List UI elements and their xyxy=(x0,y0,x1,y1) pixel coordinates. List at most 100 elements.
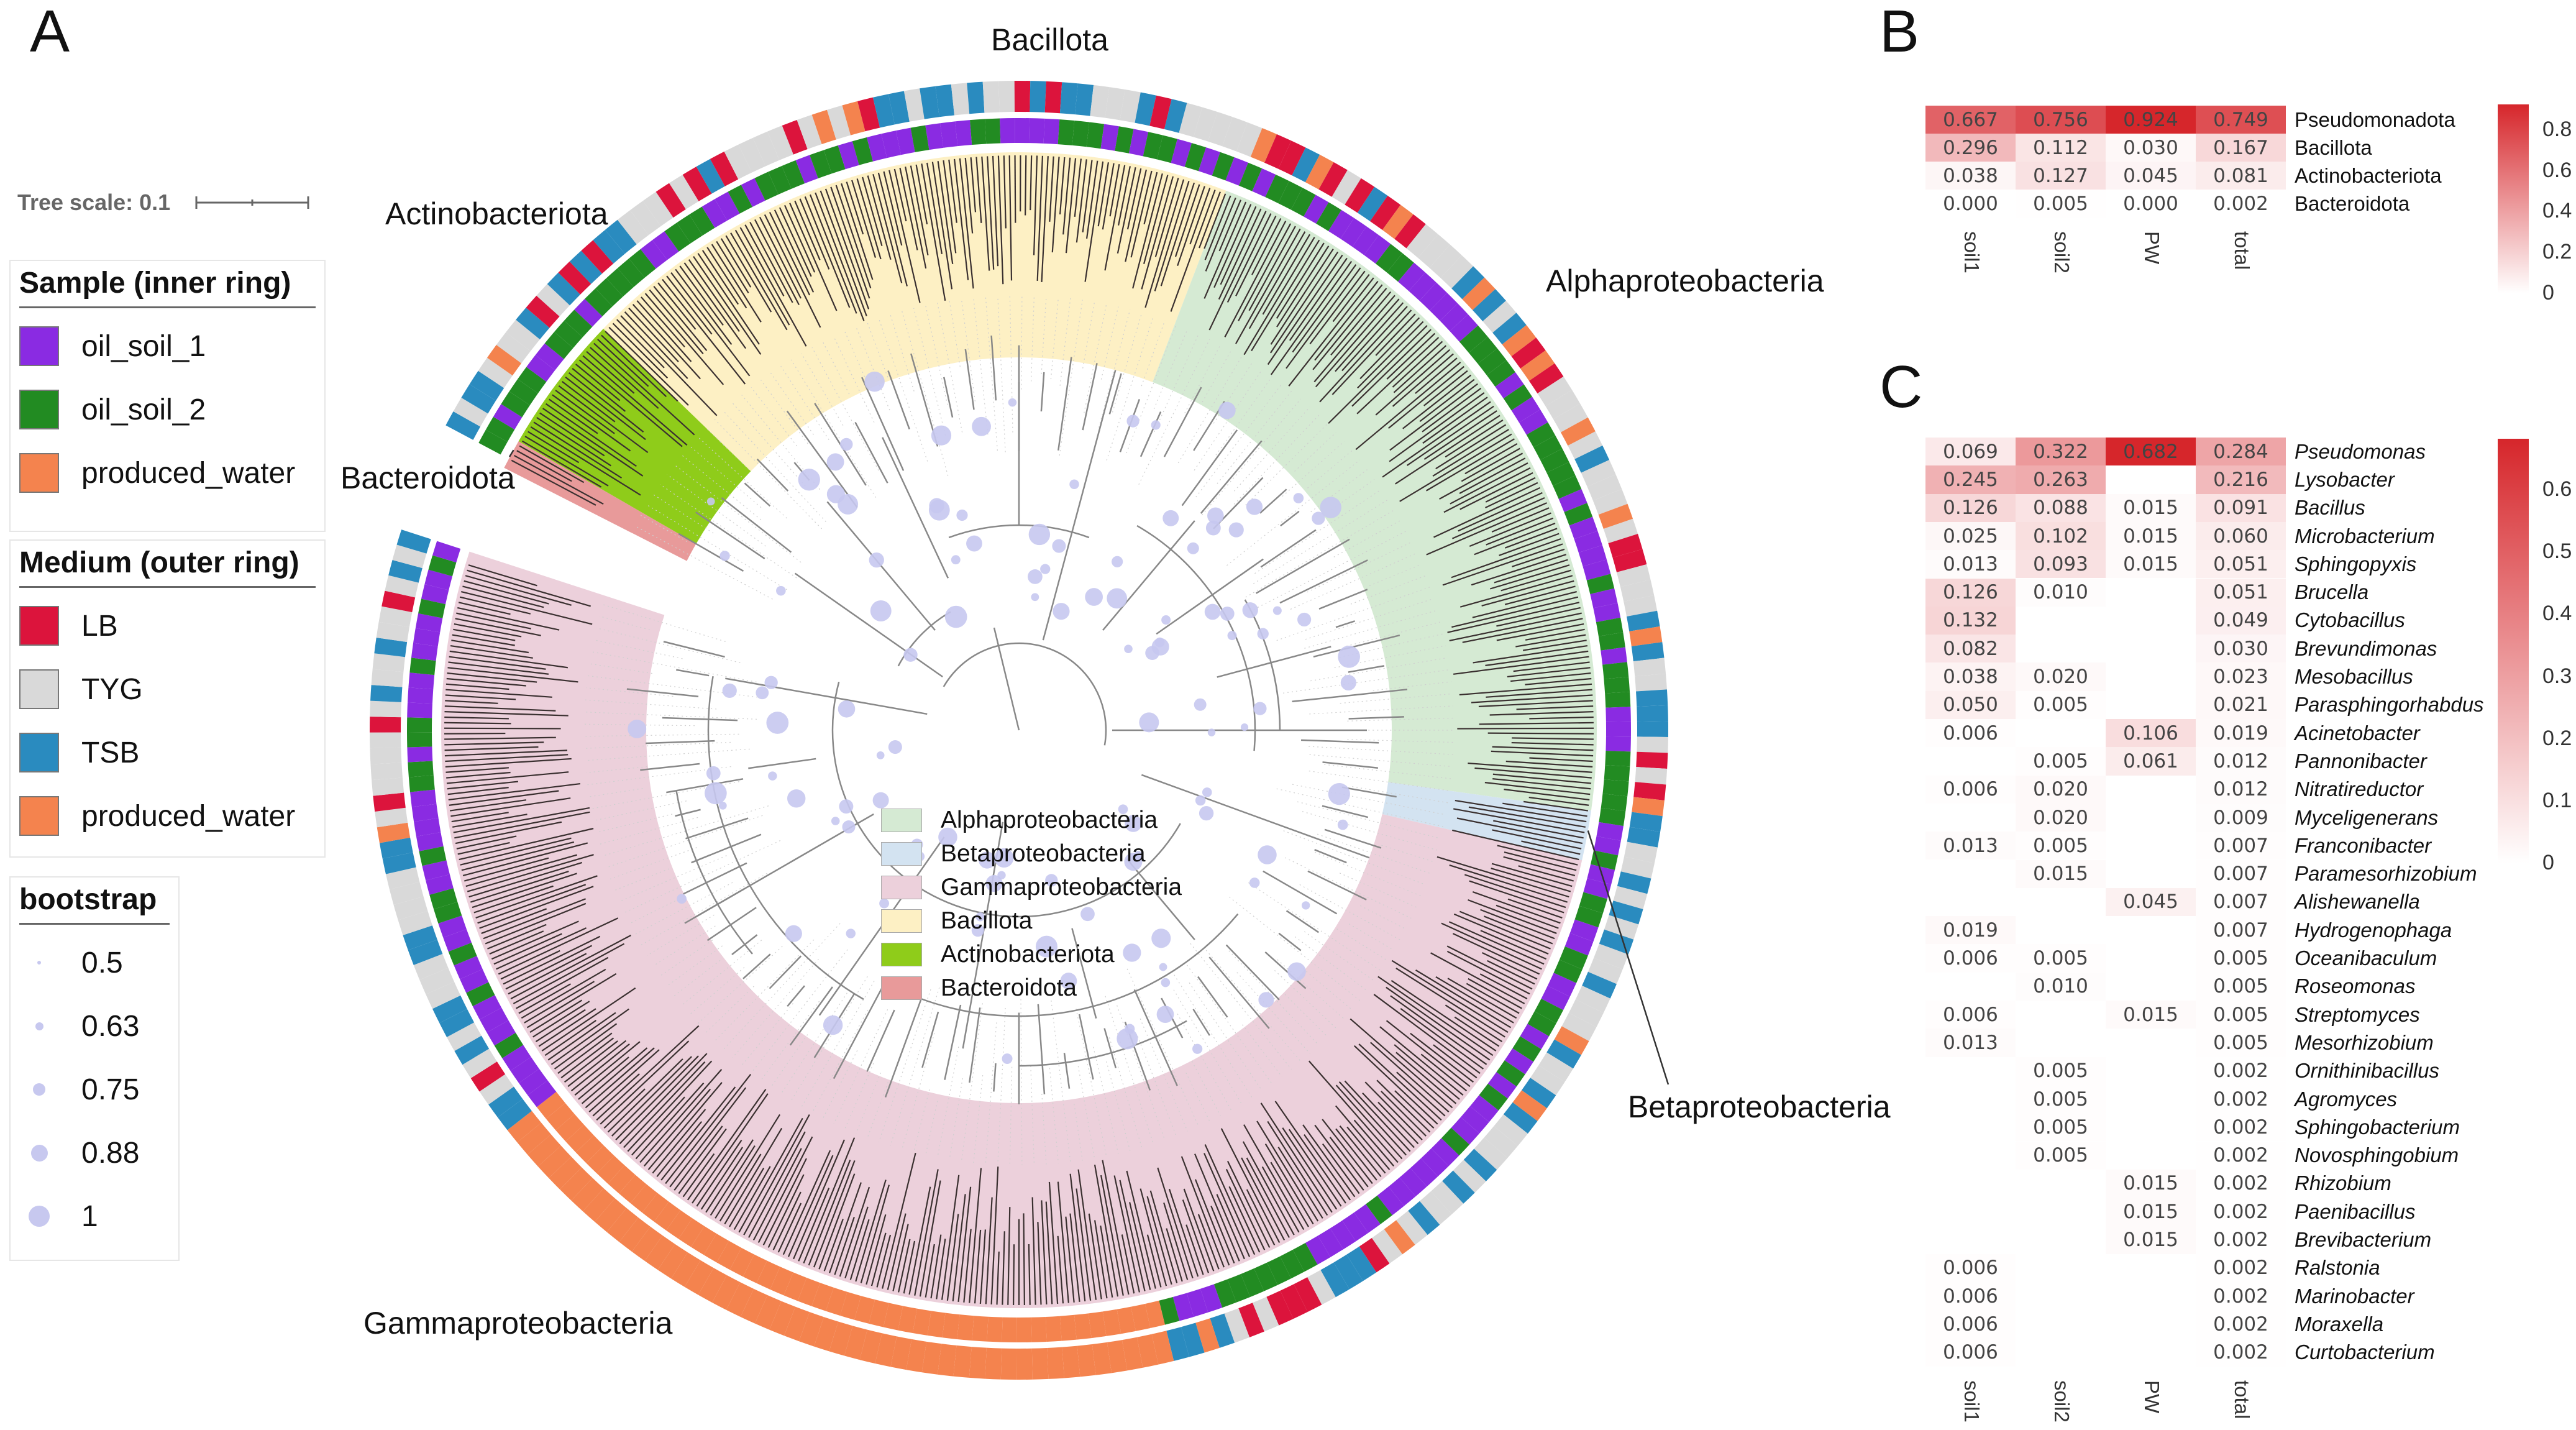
tip-label xyxy=(524,981,595,1024)
heatmap-cell xyxy=(1925,747,2016,775)
heatmap-cell: 0.006 xyxy=(1925,719,2016,748)
tip-label xyxy=(1433,487,1541,538)
heatmap-cell: 0.002 xyxy=(2196,1254,2286,1282)
medium-ring-segment xyxy=(496,332,531,364)
bootstrap-marker xyxy=(1162,510,1179,526)
medium-ring-segment xyxy=(372,777,404,796)
tip-label xyxy=(1388,365,1465,429)
tip-label xyxy=(787,1155,834,1257)
tip-label xyxy=(574,1041,641,1096)
leader-line xyxy=(1137,1036,1177,1136)
tip-label xyxy=(456,835,517,850)
tip-label xyxy=(1224,221,1287,337)
tip-label xyxy=(687,1089,767,1201)
sample-ring-segment xyxy=(1451,1117,1480,1145)
sample-ring-segment xyxy=(912,1308,931,1336)
bootstrap-marker xyxy=(966,535,982,552)
heatmap-cell: 0.091 xyxy=(2196,493,2286,522)
heatmap-cell: 0.061 xyxy=(2106,747,2196,776)
sample-ring-segment xyxy=(1593,603,1621,623)
leader-line xyxy=(741,1003,793,1066)
sample-ring-segment xyxy=(1316,202,1342,231)
tip-label xyxy=(1510,672,1591,682)
leader-line xyxy=(714,939,815,1042)
tip-label xyxy=(1282,1127,1338,1210)
sample-ring-segment xyxy=(595,278,623,306)
tip-label xyxy=(1459,472,1533,510)
heatmap-cell xyxy=(2106,691,2196,719)
tip-label xyxy=(505,945,593,990)
heatmap-row-label: Bacteroidota xyxy=(2295,191,2410,215)
tip-label xyxy=(914,1169,939,1296)
tip-label xyxy=(997,155,1004,285)
sample-ring-segment xyxy=(1129,129,1149,157)
tip-label xyxy=(818,1173,856,1270)
heatmap-cell xyxy=(1925,1198,2016,1226)
tip-label xyxy=(1023,1213,1025,1305)
tip-label xyxy=(943,160,957,254)
tip-label xyxy=(813,1160,856,1268)
heatmap-row-label: Pseudomonas xyxy=(2295,439,2426,463)
leader-line xyxy=(1294,432,1336,472)
bootstrap-marker xyxy=(870,600,892,621)
tip-label xyxy=(447,667,578,683)
sample-ring-segment xyxy=(881,131,901,158)
medium-ring-segment xyxy=(1292,147,1320,183)
bootstrap-dot xyxy=(37,961,41,965)
sample-ring-segment xyxy=(479,1007,509,1033)
colorbar-tick: 0.2 xyxy=(2542,726,2572,750)
tip-label xyxy=(804,196,851,308)
bootstrap-marker xyxy=(1328,783,1350,805)
tip-label xyxy=(1288,277,1374,387)
tip-label xyxy=(493,933,562,965)
tip-label xyxy=(636,300,692,362)
tip-label xyxy=(513,943,625,1004)
sample-ring-segment xyxy=(1388,1177,1416,1206)
tip-label xyxy=(828,1182,862,1273)
tip-label xyxy=(1395,967,1505,1038)
legend-swatch xyxy=(19,453,59,493)
tip-label xyxy=(1489,711,1594,716)
medium-ring-segment xyxy=(1359,1238,1390,1273)
bootstrap-marker xyxy=(1297,612,1312,627)
leader-line xyxy=(878,989,931,1142)
sample-ring-segment xyxy=(754,172,779,201)
heatmap-cell: 0.051 xyxy=(2196,578,2286,607)
tree-branch xyxy=(695,511,765,559)
sample-ring-segment xyxy=(1318,1228,1343,1257)
heatmap-cell: 0.012 xyxy=(2196,747,2286,776)
tip-label xyxy=(969,1168,982,1303)
heatmap-column-label: PW xyxy=(2140,1380,2163,1414)
medium-ring-segment xyxy=(1307,1270,1336,1305)
medium-ring-segment xyxy=(1561,1012,1597,1042)
medium-ring-segment xyxy=(857,97,880,132)
medium-ring-segment xyxy=(1333,1254,1363,1290)
leader-line xyxy=(653,925,716,966)
legend-swatch xyxy=(19,733,59,772)
tip-label xyxy=(1449,612,1582,641)
tip-label xyxy=(1493,820,1584,839)
sample-ring-segment xyxy=(1430,293,1458,321)
tree-branch xyxy=(646,740,715,745)
tip-label xyxy=(1225,1168,1266,1250)
tip-label xyxy=(1270,260,1353,375)
tip-label xyxy=(555,390,615,434)
leader-line xyxy=(1253,499,1388,584)
sample-ring-segment xyxy=(528,1080,557,1107)
bootstrap-dot-slot xyxy=(19,961,59,965)
leader-line xyxy=(1372,681,1451,691)
sample-ring-segment xyxy=(1016,1317,1032,1342)
tip-label xyxy=(1243,237,1315,355)
tip-label xyxy=(851,180,877,258)
tip-label xyxy=(458,602,511,615)
tip-label xyxy=(937,161,954,264)
leader-line xyxy=(1186,965,1272,1084)
heatmap-cell: 0.005 xyxy=(2016,1084,2106,1114)
medium-ring-segment xyxy=(1107,1340,1128,1373)
medium-ring-segment xyxy=(1473,288,1506,321)
clade-label-bacteroidota: Bacteroidota xyxy=(340,461,515,495)
legend-medium-item: TSB xyxy=(11,721,324,784)
tip-label xyxy=(1359,317,1420,380)
tip-label xyxy=(936,1239,946,1299)
tip-label xyxy=(1399,433,1512,502)
